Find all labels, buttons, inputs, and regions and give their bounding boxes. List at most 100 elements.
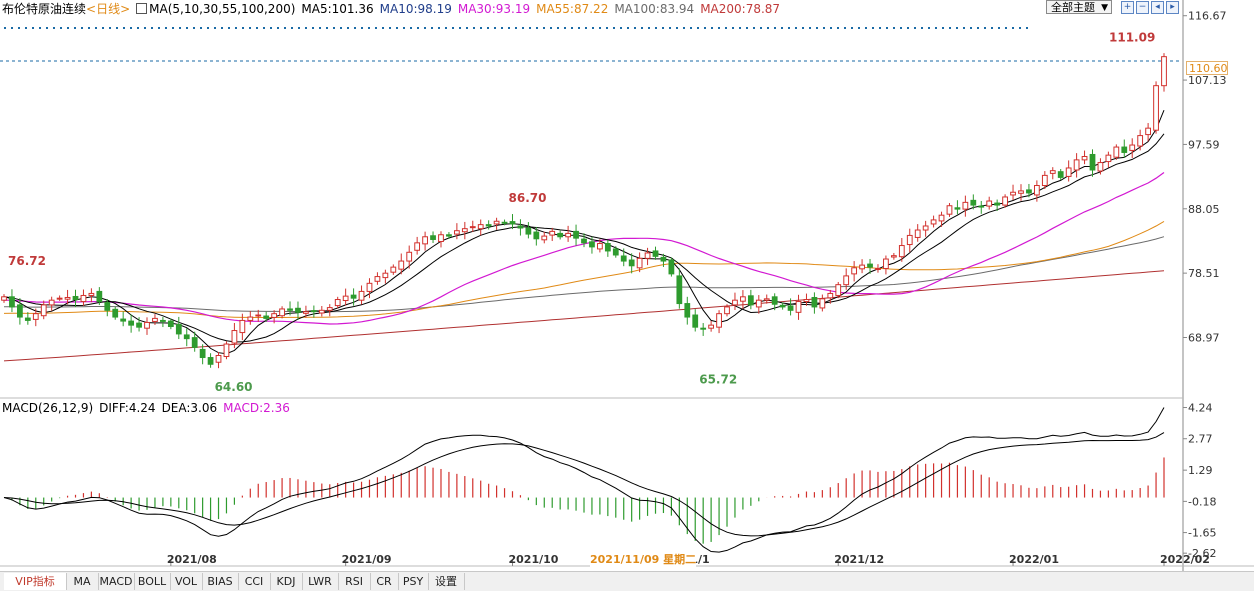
candle-body xyxy=(970,199,977,206)
candle-body xyxy=(215,355,222,363)
candle-body xyxy=(954,207,961,210)
candle-body xyxy=(628,259,635,267)
theme-select[interactable]: 全部主题 ▼ xyxy=(1046,0,1112,14)
candle-body xyxy=(56,297,63,300)
candle-body xyxy=(708,324,715,329)
candle-body xyxy=(72,295,79,301)
candle-body xyxy=(334,299,341,307)
candle-body xyxy=(787,305,794,311)
dea-line xyxy=(3,432,1165,537)
ma55-line xyxy=(3,220,1165,318)
candle-body xyxy=(779,304,786,308)
tab-cci[interactable]: CCI xyxy=(238,573,271,590)
candle-body xyxy=(295,307,301,313)
candle-body xyxy=(9,296,15,308)
period-label[interactable]: <日线> xyxy=(86,2,131,16)
candle-body xyxy=(883,258,889,269)
tab-lwr[interactable]: LWR xyxy=(302,573,339,590)
candle-body xyxy=(183,334,190,340)
candle-body xyxy=(366,282,373,292)
chevron-down-icon: ▼ xyxy=(1101,3,1108,13)
indicator-tab-bar: VIP指标 MA MACD BOLL VOL BIAS CCI KDJ LWR RSI CR PSY 设… xyxy=(0,571,1254,591)
candle-body xyxy=(795,301,802,313)
candle-body xyxy=(1002,196,1008,206)
price-tick-label: 97.59 xyxy=(1188,138,1220,151)
price-tick-label: 88.05 xyxy=(1188,203,1220,216)
macd-tick-label: -0.18 xyxy=(1188,495,1216,508)
time-axis-label: 2022/01 xyxy=(1009,553,1059,566)
zoom-in-icon[interactable]: + xyxy=(1121,1,1134,14)
candle-body xyxy=(247,316,254,321)
candle-body xyxy=(724,306,730,315)
ma30-line xyxy=(3,172,1165,325)
candle-body xyxy=(851,267,858,275)
scroll-left-icon[interactable]: ◂ xyxy=(1151,1,1164,14)
tab-psy[interactable]: PSY xyxy=(398,573,429,590)
macd-tick-label: 2.77 xyxy=(1188,433,1213,446)
crosshair-date: 2021/11/09 星期二 xyxy=(590,553,697,567)
tab-macd[interactable]: MACD xyxy=(98,573,135,590)
candle-body xyxy=(239,319,246,334)
candle-body xyxy=(763,298,770,301)
candle-body xyxy=(875,267,881,270)
candle-body xyxy=(167,320,174,327)
candle-body xyxy=(946,205,953,215)
candle-body xyxy=(453,230,460,235)
tab-rsi[interactable]: RSI xyxy=(338,573,371,590)
price-tick-label: 107.13 xyxy=(1188,74,1227,87)
candle-body xyxy=(1081,156,1088,161)
candle-body xyxy=(287,308,293,311)
macd-hist-value: MACD:2.36 xyxy=(223,401,290,415)
tab-ma[interactable]: MA xyxy=(66,573,99,590)
candle-body xyxy=(446,234,452,237)
candle-body xyxy=(477,224,484,230)
candle-body xyxy=(310,310,317,313)
theme-select-label: 全部主题 xyxy=(1051,1,1095,14)
candle-body xyxy=(827,292,834,299)
ma10-value: MA10:98.19 xyxy=(379,2,452,16)
candle-body xyxy=(612,248,619,256)
tab-vol[interactable]: VOL xyxy=(170,573,203,590)
candle-body xyxy=(104,302,111,311)
candle-body xyxy=(922,225,929,231)
macd-tick-label: 1.29 xyxy=(1188,464,1213,477)
price-tick-label: 116.67 xyxy=(1188,10,1227,23)
time-axis-label: 2021/10 xyxy=(508,553,559,566)
candle-body xyxy=(573,230,579,239)
candle-body xyxy=(1,296,7,301)
candle-body xyxy=(557,232,564,238)
tab-bias[interactable]: BIAS xyxy=(202,573,239,590)
candle-body xyxy=(485,224,492,227)
candle-body xyxy=(430,235,436,240)
zoom-out-icon[interactable]: − xyxy=(1136,1,1149,14)
candle-body xyxy=(207,357,214,365)
candle-body xyxy=(398,260,405,270)
candle-body xyxy=(589,241,595,248)
candle-body xyxy=(303,311,309,314)
candle-body xyxy=(152,317,158,322)
time-axis-label: 2021/08 xyxy=(166,553,217,566)
candle-body xyxy=(994,202,1001,206)
tab-设置[interactable]: 设置 xyxy=(428,573,465,590)
candle-body xyxy=(1105,154,1112,163)
tab-boll[interactable]: BOLL xyxy=(134,573,171,590)
time-axis-label: 2021/12 xyxy=(834,553,885,566)
tab-vip[interactable]: VIP指标 xyxy=(4,573,67,590)
candle-body xyxy=(652,250,659,257)
candle-body xyxy=(533,231,540,240)
candle-body xyxy=(1057,171,1064,178)
candle-body xyxy=(342,295,349,302)
candle-body xyxy=(358,290,365,301)
candle-body xyxy=(1113,146,1120,158)
candle-body xyxy=(1018,190,1024,194)
candle-body xyxy=(930,219,937,225)
tab-cr[interactable]: CR xyxy=(370,573,399,590)
candle-body xyxy=(1089,153,1096,171)
candle-body xyxy=(160,319,166,322)
tab-kdj[interactable]: KDJ xyxy=(270,573,303,590)
scroll-right-icon[interactable]: ▸ xyxy=(1166,1,1179,14)
candle-body xyxy=(676,275,683,305)
candle-body xyxy=(541,235,548,241)
extreme-value-label: 64.60 xyxy=(215,380,253,394)
